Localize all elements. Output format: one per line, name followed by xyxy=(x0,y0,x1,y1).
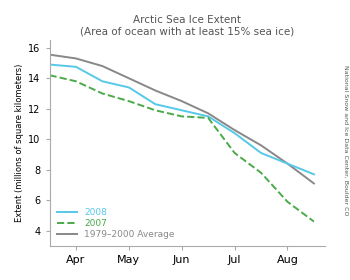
1979–2000 Average xyxy=(232,129,237,132)
2007 xyxy=(127,99,131,103)
Text: National Snow and Ice Data Center, Boulder CO: National Snow and Ice Data Center, Bould… xyxy=(343,65,348,215)
2008 xyxy=(74,65,78,69)
1979–2000 Average xyxy=(285,162,289,165)
Line: 1979–2000 Average: 1979–2000 Average xyxy=(50,55,314,183)
2008 xyxy=(100,80,105,83)
Line: 2007: 2007 xyxy=(50,75,314,221)
2008 xyxy=(206,115,210,118)
Legend: 2008, 2007, 1979–2000 Average: 2008, 2007, 1979–2000 Average xyxy=(54,206,177,241)
2008 xyxy=(232,132,237,135)
2007 xyxy=(153,109,158,112)
Title: Arctic Sea Ice Extent
(Area of ocean with at least 15% sea ice): Arctic Sea Ice Extent (Area of ocean wit… xyxy=(80,15,294,37)
2007 xyxy=(259,171,263,174)
2007 xyxy=(312,220,316,223)
1979–2000 Average xyxy=(153,89,158,92)
2008 xyxy=(312,173,316,176)
1979–2000 Average xyxy=(312,182,316,185)
1979–2000 Average xyxy=(127,77,131,80)
2008 xyxy=(180,109,184,112)
Y-axis label: Extent (millions of square kilometers): Extent (millions of square kilometers) xyxy=(15,64,24,222)
2007 xyxy=(100,92,105,95)
1979–2000 Average xyxy=(74,57,78,60)
1979–2000 Average xyxy=(180,99,184,103)
1979–2000 Average xyxy=(100,64,105,68)
2007 xyxy=(232,151,237,155)
2007 xyxy=(74,80,78,83)
2007 xyxy=(285,200,289,204)
2008 xyxy=(285,162,289,165)
1979–2000 Average xyxy=(259,144,263,147)
1979–2000 Average xyxy=(48,53,52,56)
2007 xyxy=(206,116,210,120)
2008 xyxy=(48,63,52,66)
2008 xyxy=(127,86,131,89)
Line: 2008: 2008 xyxy=(50,65,314,174)
2008 xyxy=(153,102,158,106)
2008 xyxy=(259,151,263,155)
1979–2000 Average xyxy=(206,112,210,115)
2007 xyxy=(48,74,52,77)
2007 xyxy=(180,115,184,118)
